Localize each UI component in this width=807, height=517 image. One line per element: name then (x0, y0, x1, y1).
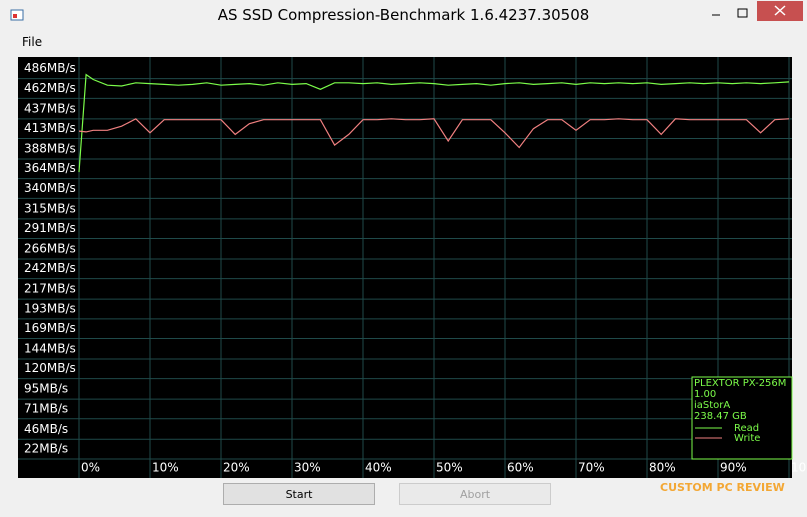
y-tick-label: 462MB/s (24, 81, 76, 95)
x-tick-label: 10% (152, 461, 179, 475)
legend-box (691, 376, 793, 460)
device-info: 1.00 (694, 389, 716, 400)
x-tick-label: 20% (223, 461, 250, 475)
menu-file[interactable]: File (22, 35, 43, 49)
x-tick-label: 90% (720, 461, 747, 475)
legend-label: Read (734, 423, 759, 434)
y-tick-label: 315MB/s (24, 201, 76, 215)
title-bar: AS SSD Compression-Benchmark 1.6.4237.30… (0, 0, 807, 30)
y-tick-label: 120MB/s (24, 361, 76, 375)
app-icon-part (13, 14, 17, 18)
x-tick-label: 80% (649, 461, 676, 475)
x-tick-label: 100% (791, 461, 807, 475)
x-tick-label: 60% (507, 461, 534, 475)
y-tick-label: 242MB/s (24, 261, 76, 275)
y-tick-label: 95MB/s (24, 382, 68, 396)
series-line (78, 118, 790, 149)
legend-label: Write (734, 433, 760, 444)
y-tick-label: 437MB/s (24, 101, 76, 115)
y-tick-label: 71MB/s (24, 401, 68, 415)
watermark: CUSTOM PC REVIEW (660, 481, 785, 494)
y-tick-label: 364MB/s (24, 161, 76, 175)
x-tick-label: 50% (436, 461, 463, 475)
x-tick-label: 40% (365, 461, 392, 475)
y-tick-label: 413MB/s (24, 121, 76, 135)
maximize-button[interactable] (737, 8, 748, 18)
y-tick-label: 266MB/s (24, 241, 76, 255)
y-tick-label: 22MB/s (24, 441, 68, 455)
plot-background (18, 57, 792, 478)
y-tick-label: 144MB/s (24, 341, 76, 355)
x-tick-label: 70% (578, 461, 605, 475)
start-button[interactable]: Start (223, 483, 375, 505)
y-tick-label: 486MB/s (24, 61, 76, 75)
window-title: AS SSD Compression-Benchmark 1.6.4237.30… (217, 6, 590, 24)
y-tick-label: 169MB/s (24, 321, 76, 335)
y-tick-label: 217MB/s (24, 282, 76, 296)
x-tick-label: 0% (81, 461, 100, 475)
y-tick-label: 46MB/s (24, 422, 68, 436)
device-info: iaStorA (694, 400, 730, 411)
close-icon (774, 5, 786, 16)
y-tick-label: 193MB/s (24, 301, 76, 315)
device-info: PLEXTOR PX-256M (694, 378, 786, 389)
x-tick-label: 30% (294, 461, 321, 475)
y-tick-label: 340MB/s (24, 181, 76, 195)
device-info: 238.47 GB (694, 411, 747, 422)
y-tick-label: 291MB/s (24, 221, 76, 235)
y-tick-label: 388MB/s (24, 141, 76, 155)
abort-button: Abort (399, 483, 551, 505)
series-line (78, 73, 790, 173)
